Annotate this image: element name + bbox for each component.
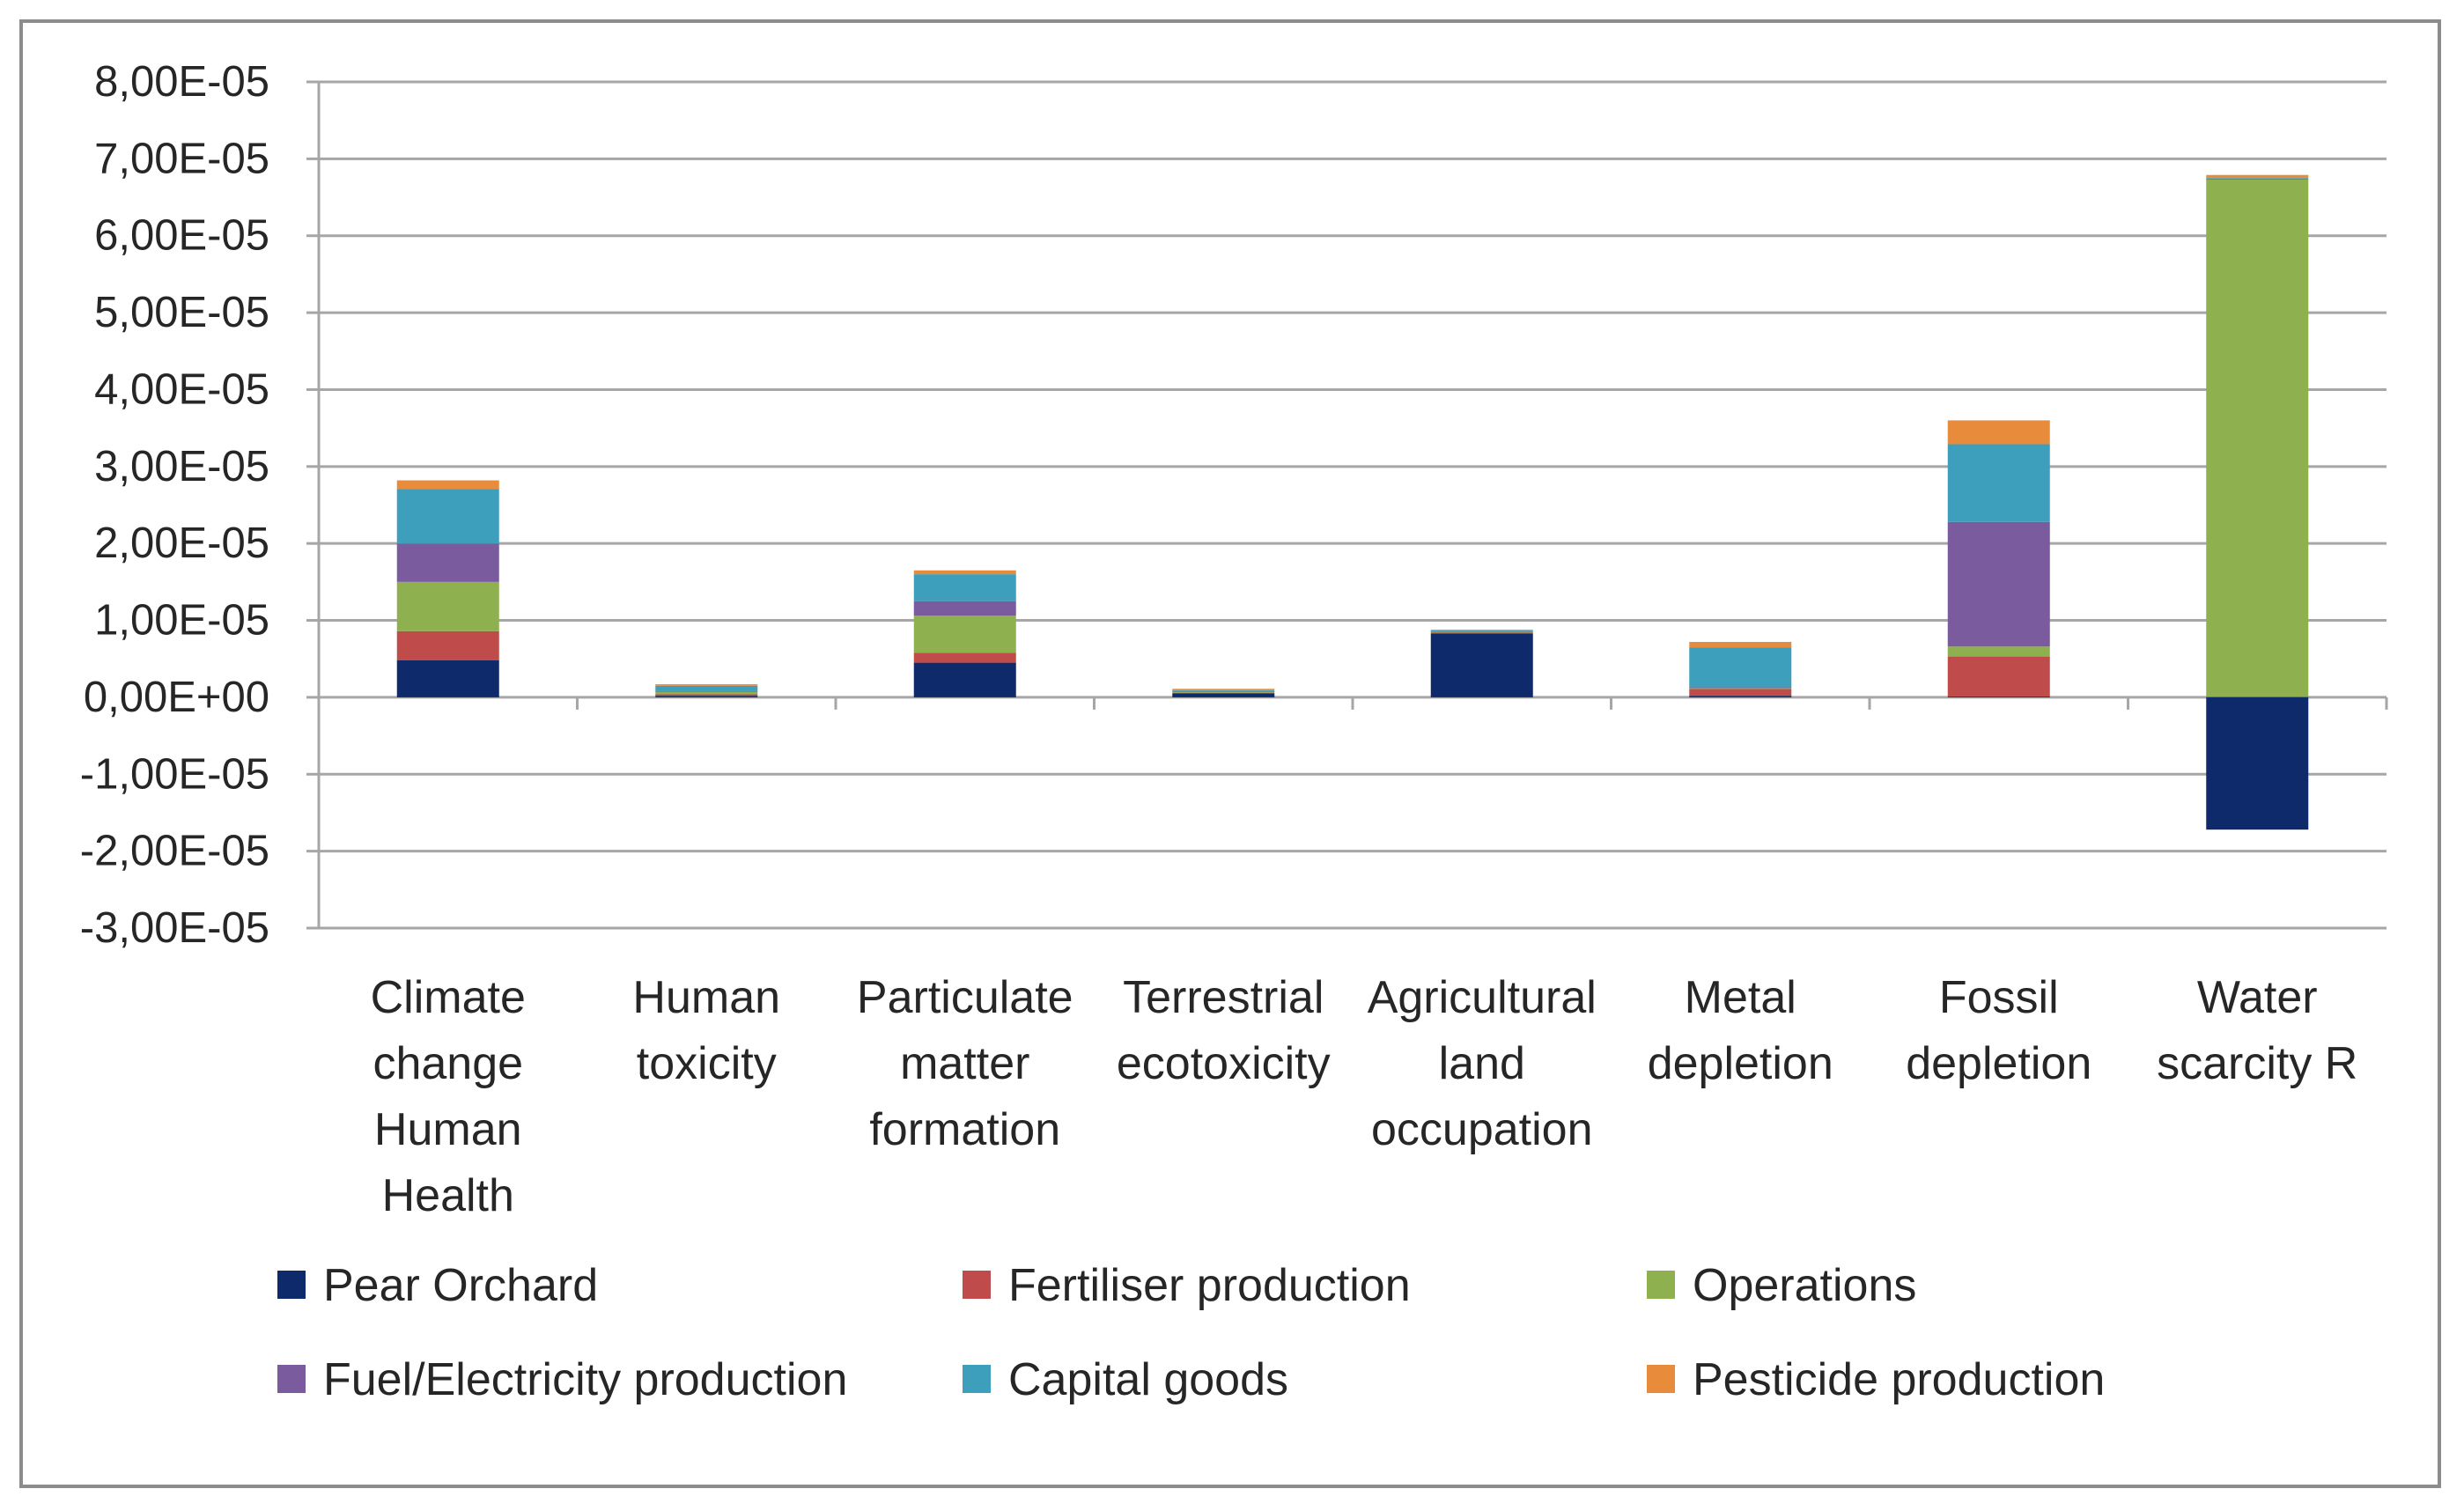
bar-segment-operations-6 xyxy=(1947,646,2050,657)
bar-segment-capital-goods-3 xyxy=(1172,690,1275,691)
bar-segment-capital-goods-6 xyxy=(1947,444,2050,522)
x-axis-category-labels: Climate change Human Health Human toxicity Par… xyxy=(371,972,2358,1221)
y-tick-label: 7,00E-05 xyxy=(94,135,269,182)
category-label: Agricultural land occupation xyxy=(1368,972,1597,1155)
bar-segment-fertiliser-production-6 xyxy=(1947,656,2050,697)
bar-segment-fuel-electricity-production-6 xyxy=(1947,521,2050,647)
legend-swatch xyxy=(963,1271,991,1299)
bar-segment-fuel-electricity-production-2 xyxy=(913,601,1016,616)
bar-segment-operations-7 xyxy=(2206,179,2309,697)
y-tick-label: 4,00E-05 xyxy=(94,365,269,413)
legend-swatch xyxy=(1647,1271,1675,1299)
bar-segment-pesticide-production-3 xyxy=(1172,689,1275,691)
bar-segment-fertiliser-production-2 xyxy=(913,652,1016,663)
bar-segment-fertiliser-production-4 xyxy=(1430,632,1533,634)
bar-segment-fuel-electricity-production-1 xyxy=(655,690,758,692)
bar-segment-fertiliser-production-5 xyxy=(1689,689,1792,697)
bar-segment-pear-orchard-4 xyxy=(1430,633,1533,697)
bar-segment-pear-orchard-0 xyxy=(396,660,499,697)
legend-swatch xyxy=(963,1365,991,1393)
chart-frame xyxy=(19,19,2441,1488)
bar-segment-pear-orchard-2 xyxy=(913,662,1016,697)
bars xyxy=(396,174,2309,830)
y-tick-label: -2,00E-05 xyxy=(80,828,269,875)
bar-segment-operations-3 xyxy=(1172,691,1275,693)
legend: Pear Orchard Fertiliser production Operati… xyxy=(277,1260,2105,1405)
legend-swatch xyxy=(1647,1365,1675,1393)
bar-segment-operations-0 xyxy=(396,581,499,631)
bar-segment-pesticide-production-5 xyxy=(1689,642,1792,648)
legend-label: Capital goods xyxy=(1008,1354,1288,1405)
bar-segment-fertiliser-production-0 xyxy=(396,630,499,660)
bar-segment-operations-5 xyxy=(1689,688,1792,689)
bar-segment-capital-goods-1 xyxy=(655,685,758,691)
bar-segment-fuel-electricity-production-3 xyxy=(1172,690,1275,692)
category-label: Water scarcity R xyxy=(2157,972,2357,1089)
legend-swatch xyxy=(277,1365,306,1393)
y-tick-label: 3,00E-05 xyxy=(94,443,269,490)
legend-swatch xyxy=(277,1271,306,1299)
bar-segment-fuel-electricity-production-0 xyxy=(396,543,499,582)
y-axis-tick-labels: 8,00E-05 7,00E-05 6,00E-05 5,00E-05 4,00E-05… xyxy=(80,58,269,952)
category-label: Terrestrial ecotoxicity xyxy=(1117,972,1331,1089)
bar-segment-operations-1 xyxy=(655,691,758,695)
bar-segment-pesticide-production-0 xyxy=(396,480,499,490)
legend-label: Fertiliser production xyxy=(1008,1260,1411,1311)
y-tick-label: 5,00E-05 xyxy=(94,289,269,336)
bar-segment-pear-orchard-3 xyxy=(1172,693,1275,697)
bar-segment-pear-orchard-5 xyxy=(1689,696,1792,697)
legend-label: Pesticide production xyxy=(1693,1354,2105,1405)
axes xyxy=(306,80,2388,930)
bar-segment-fuel-electricity-production-4 xyxy=(1430,630,1533,632)
bar-segment-capital-goods-2 xyxy=(913,574,1016,601)
bar-segment-pesticide-production-2 xyxy=(913,570,1016,575)
category-label: Metal depletion xyxy=(1648,972,1833,1089)
legend-label: Operations xyxy=(1693,1260,1916,1311)
category-label: Climate change Human Health xyxy=(371,972,526,1221)
bar-segment-capital-goods-7 xyxy=(2206,178,2309,180)
bar-segment-capital-goods-5 xyxy=(1689,647,1792,688)
legend-label: Fuel/Electricity production xyxy=(323,1354,847,1405)
bar-segment-pesticide-production-7 xyxy=(2206,174,2309,179)
y-tick-label: 2,00E-05 xyxy=(94,520,269,567)
y-tick-label: 1,00E-05 xyxy=(94,597,269,645)
category-label: Human toxicity xyxy=(632,972,780,1089)
y-tick-label: -1,00E-05 xyxy=(80,750,269,798)
y-tick-label: 8,00E-05 xyxy=(94,58,269,106)
y-tick-label: 0,00E+00 xyxy=(84,674,269,721)
legend-label: Pear Orchard xyxy=(323,1260,598,1311)
bar-segment-pear-orchard-1 xyxy=(655,696,758,697)
bar-segment-fertiliser-production-3 xyxy=(1172,692,1275,694)
bar-segment-fuel-electricity-production-5 xyxy=(1689,687,1792,689)
y-tick-label: 6,00E-05 xyxy=(94,212,269,260)
bar-segment-capital-goods-0 xyxy=(396,489,499,544)
bar-segment-pesticide-production-1 xyxy=(655,684,758,686)
bar-segment-operations-4 xyxy=(1430,631,1533,633)
category-label: Particulate matter formation xyxy=(857,972,1073,1155)
gridlines xyxy=(319,80,2387,930)
bar-segment-capital-goods-4 xyxy=(1430,630,1533,631)
bar-segment-fertiliser-production-1 xyxy=(655,694,758,697)
category-label: Fossil depletion xyxy=(1906,972,2091,1089)
bar-segment-pear-orchard-7 xyxy=(2206,697,2309,830)
bar-segment-fuel-electricity-production-7 xyxy=(2206,179,2309,180)
bar-segment-operations-2 xyxy=(913,615,1016,653)
bar-segment-pesticide-production-6 xyxy=(1947,420,2050,445)
y-tick-label: -3,00E-05 xyxy=(80,904,269,952)
